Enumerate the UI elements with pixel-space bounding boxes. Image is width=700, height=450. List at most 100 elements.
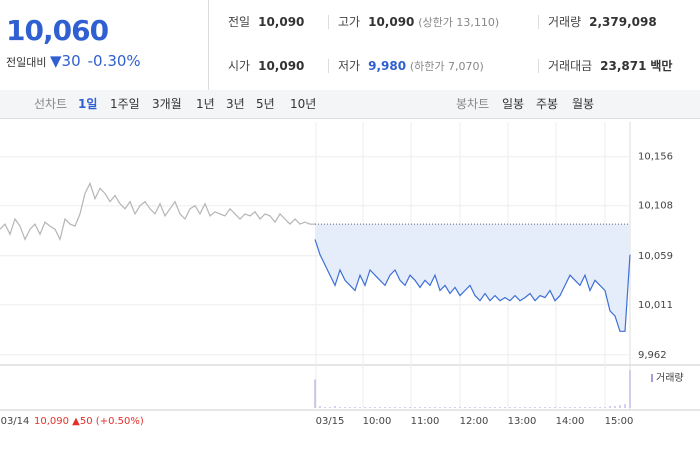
separator bbox=[538, 15, 539, 29]
x-tick-label: 10:00 bbox=[363, 416, 392, 427]
change: 전일대비 ▼30 -0.30% bbox=[6, 52, 141, 70]
stat-unit: 백만 bbox=[650, 59, 673, 73]
volume-bar bbox=[474, 407, 476, 408]
volume-bar bbox=[564, 407, 566, 408]
volume-bar bbox=[529, 407, 531, 408]
price-line bbox=[0, 181, 315, 242]
volume-bar bbox=[534, 407, 536, 408]
y-tick-label: 10,108 bbox=[638, 201, 673, 212]
x-tick-label: 03/14 bbox=[1, 416, 30, 427]
tab[interactable]: 1일 bbox=[78, 97, 98, 111]
stat: 전일 10,090 bbox=[228, 12, 304, 32]
stat-label: 전일 bbox=[228, 15, 251, 29]
volume-bar bbox=[554, 407, 556, 408]
volume-bar bbox=[579, 407, 581, 408]
volume-bar bbox=[339, 407, 341, 408]
period-tabs: 선차트 1일 1주일 3개월 1년 3년 5년 10년 봉차트 일봉 주봉 월봉 bbox=[0, 90, 700, 119]
tab[interactable]: 주봉 bbox=[536, 97, 559, 111]
stat: 거래량 2,379,098 bbox=[548, 12, 657, 32]
x-tick-label: 12:00 bbox=[460, 416, 489, 427]
stat-value: 9,980 bbox=[368, 59, 407, 73]
stat-value: 10,090 bbox=[258, 59, 305, 73]
prev-day-value: 50 bbox=[80, 416, 93, 427]
volume-bar bbox=[519, 407, 521, 408]
volume-bar bbox=[479, 407, 481, 408]
volume-legend: 거래량 bbox=[656, 372, 684, 384]
stat-label: 저가 bbox=[338, 59, 361, 73]
volume-bar bbox=[329, 407, 331, 408]
volume-bar bbox=[434, 407, 436, 408]
volume-bar bbox=[454, 407, 456, 408]
change-label: 전일대비 bbox=[6, 56, 47, 69]
stat-label: 거래대금 bbox=[548, 59, 593, 73]
x-tick-label: 15:00 bbox=[605, 416, 634, 427]
tab[interactable]: 1주일 bbox=[110, 97, 140, 111]
volume-bar bbox=[344, 407, 346, 408]
volume-bar bbox=[559, 407, 561, 408]
volume-bar bbox=[449, 407, 451, 408]
tab[interactable]: 3개월 bbox=[152, 97, 182, 111]
volume-bar bbox=[514, 407, 516, 408]
y-tick-label: 10,011 bbox=[638, 300, 673, 311]
volume-bar bbox=[589, 407, 591, 408]
tab[interactable]: 10년 bbox=[290, 97, 317, 111]
y-tick-label: 10,059 bbox=[638, 251, 673, 262]
x-tick-label: 14:00 bbox=[556, 416, 585, 427]
tab[interactable]: 5년 bbox=[256, 97, 275, 111]
volume-bar bbox=[429, 407, 431, 408]
volume-bar bbox=[389, 407, 391, 408]
volume-bar bbox=[374, 407, 376, 408]
prev-day-value: 10,090 bbox=[34, 416, 69, 427]
volume-bar bbox=[424, 407, 426, 408]
tab[interactable]: 일봉 bbox=[502, 97, 525, 111]
tab[interactable]: 3년 bbox=[226, 97, 245, 111]
separator bbox=[328, 59, 329, 73]
volume-bar bbox=[324, 407, 326, 408]
volume-legend-swatch bbox=[651, 374, 653, 382]
stat: 고가 10,090 (상한가 13,110) bbox=[338, 12, 499, 32]
stat: 시가 10,090 bbox=[228, 56, 304, 76]
volume-bar bbox=[379, 407, 381, 408]
x-tick-label: 13:00 bbox=[508, 416, 537, 427]
volume-bar bbox=[524, 407, 526, 408]
price-line bbox=[314, 239, 631, 332]
volume-bar bbox=[494, 407, 496, 408]
y-tick-label: 10,156 bbox=[638, 152, 673, 163]
volume-bar bbox=[399, 407, 401, 408]
stat-value: 10,090 bbox=[258, 15, 305, 29]
volume-bar bbox=[604, 407, 606, 408]
x-tick-label: 03/15 bbox=[316, 416, 345, 427]
volume-bar bbox=[594, 407, 596, 408]
price: 10,060 bbox=[6, 14, 109, 47]
stat-label: 시가 bbox=[228, 59, 251, 73]
tab[interactable]: 1년 bbox=[196, 97, 215, 111]
stat-note: (하한가 7,070) bbox=[409, 60, 484, 73]
volume-bar bbox=[549, 407, 551, 408]
tab[interactable]: 월봉 bbox=[572, 97, 595, 111]
volume-bar bbox=[544, 407, 546, 408]
volume-bar bbox=[539, 407, 541, 408]
area bbox=[315, 224, 630, 332]
tab-group-label: 봉차트 bbox=[456, 97, 490, 111]
volume-bar bbox=[609, 406, 611, 408]
volume-bar bbox=[409, 407, 411, 408]
price-box: 10,060 전일대비 ▼30 -0.30% bbox=[0, 0, 209, 90]
volume-bar bbox=[404, 407, 406, 408]
volume-bar bbox=[319, 406, 321, 408]
volume-bar bbox=[489, 407, 491, 408]
volume-bar bbox=[354, 407, 356, 408]
prev-day-value: (+0.50%) bbox=[96, 416, 144, 427]
volume-bar bbox=[624, 404, 626, 408]
volume-bar bbox=[629, 370, 631, 408]
volume-bar bbox=[499, 407, 501, 408]
volume-bar bbox=[569, 407, 571, 408]
volume-bar bbox=[509, 407, 511, 408]
volume-bar bbox=[359, 407, 361, 408]
volume-bar bbox=[334, 406, 336, 408]
volume-bar bbox=[369, 407, 371, 408]
volume-bar bbox=[414, 407, 416, 408]
stat-value: 23,871 bbox=[600, 59, 647, 73]
volume-bar bbox=[439, 407, 441, 408]
